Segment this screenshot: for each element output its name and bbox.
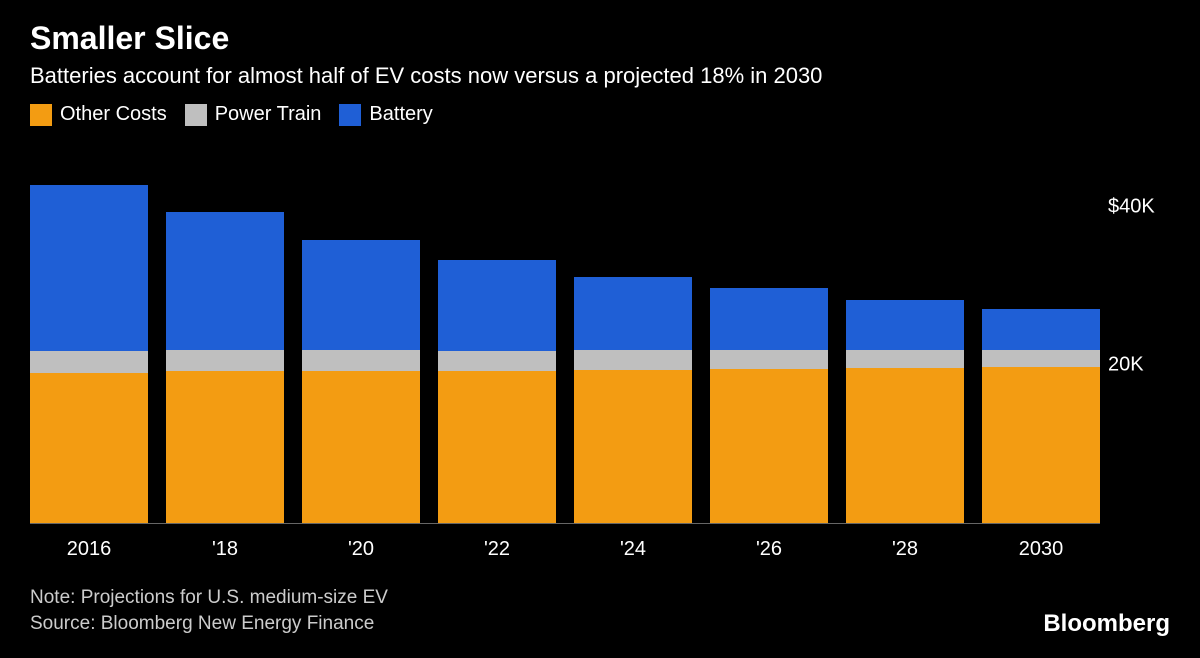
bar xyxy=(438,144,556,523)
x-tick-label: 2016 xyxy=(30,538,148,561)
bar-segment-battery xyxy=(846,300,964,351)
chart-subtitle: Batteries account for almost half of EV … xyxy=(30,63,1170,89)
bar-segment-battery xyxy=(30,185,148,351)
x-axis-labels: 2016 '18 '20 '22 '24 '26 '28 2030 xyxy=(30,523,1100,561)
legend-label: Power Train xyxy=(215,103,322,126)
bar-segment-power-train xyxy=(574,350,692,370)
bar xyxy=(30,144,148,523)
footer: Note: Projections for U.S. medium-size E… xyxy=(30,585,1170,638)
legend-item: Other Costs xyxy=(30,103,167,126)
bar-segment-other-costs xyxy=(710,369,828,523)
legend-item: Power Train xyxy=(185,103,322,126)
plot xyxy=(30,144,1100,523)
brand-label: Bloomberg xyxy=(1043,610,1170,638)
bar-segment-battery xyxy=(710,288,828,350)
bar-segment-power-train xyxy=(846,350,964,368)
bar-segment-other-costs xyxy=(846,368,964,523)
x-tick-label: '20 xyxy=(302,538,420,561)
legend-swatch xyxy=(185,104,207,126)
bar-segment-power-train xyxy=(302,350,420,371)
bar-segment-other-costs xyxy=(302,371,420,523)
legend-label: Battery xyxy=(369,103,432,126)
x-tick-label: '24 xyxy=(574,538,692,561)
bar-segment-power-train xyxy=(166,350,284,371)
bar-segment-other-costs xyxy=(982,367,1100,522)
bar xyxy=(710,144,828,523)
bar-segment-battery xyxy=(302,240,420,350)
bar-segment-battery xyxy=(574,277,692,350)
legend-swatch xyxy=(339,104,361,126)
bar-segment-power-train xyxy=(982,350,1100,367)
x-tick-label: 2030 xyxy=(982,538,1100,561)
legend-label: Other Costs xyxy=(60,103,167,126)
x-tick-label: '22 xyxy=(438,538,556,561)
bar-segment-battery xyxy=(982,309,1100,350)
x-tick-label: '28 xyxy=(846,538,964,561)
x-tick-label: '18 xyxy=(166,538,284,561)
bar-segment-other-costs xyxy=(30,373,148,523)
bar xyxy=(574,144,692,523)
plot-area: $40K 20K xyxy=(30,144,1170,523)
y-tick-label: $40K xyxy=(1108,196,1155,219)
legend-swatch xyxy=(30,104,52,126)
legend: Other Costs Power Train Battery xyxy=(30,103,1170,126)
x-tick-label: '26 xyxy=(710,538,828,561)
y-tick-label: 20K xyxy=(1108,353,1144,376)
bar-segment-other-costs xyxy=(574,370,692,523)
legend-item: Battery xyxy=(339,103,432,126)
bar xyxy=(982,144,1100,523)
bar-segment-other-costs xyxy=(166,371,284,523)
bar-segment-battery xyxy=(166,212,284,350)
chart-title: Smaller Slice xyxy=(30,20,1170,57)
bar xyxy=(302,144,420,523)
bars-group xyxy=(30,144,1100,523)
footer-notes: Note: Projections for U.S. medium-size E… xyxy=(30,585,388,638)
bar xyxy=(846,144,964,523)
bar-segment-power-train xyxy=(30,351,148,373)
bar xyxy=(166,144,284,523)
bar-segment-battery xyxy=(438,260,556,351)
bar-segment-power-train xyxy=(438,351,556,371)
bar-segment-other-costs xyxy=(438,371,556,523)
bar-segment-power-train xyxy=(710,350,828,369)
chart-container: Smaller Slice Batteries account for almo… xyxy=(0,0,1200,658)
note-text: Note: Projections for U.S. medium-size E… xyxy=(30,585,388,612)
source-text: Source: Bloomberg New Energy Finance xyxy=(30,611,388,638)
y-axis-labels: $40K 20K xyxy=(1100,144,1170,523)
